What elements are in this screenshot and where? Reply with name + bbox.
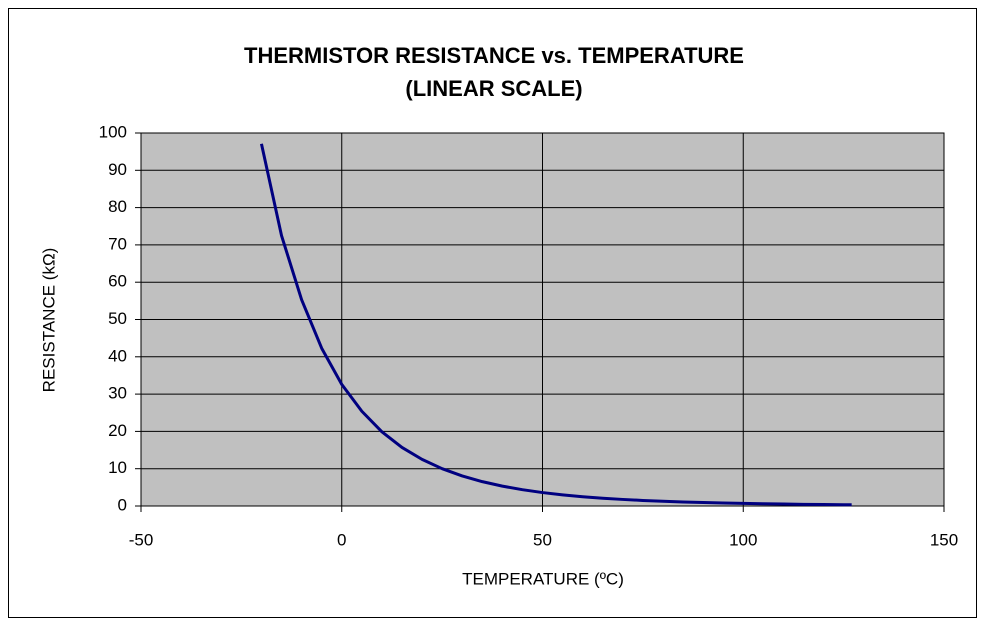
y-tick-label: 80 bbox=[108, 197, 127, 216]
y-tick-label: 60 bbox=[108, 272, 127, 291]
plot-border bbox=[140, 132, 945, 507]
x-tick-label: 0 bbox=[337, 530, 346, 549]
y-tick-label: 90 bbox=[108, 160, 127, 179]
y-tick-label: 70 bbox=[108, 234, 127, 253]
y-tick-label: 100 bbox=[99, 122, 127, 141]
data-line bbox=[259, 143, 852, 507]
x-tick-label: 150 bbox=[930, 530, 958, 549]
chart-subtitle: (LINEAR SCALE) bbox=[405, 76, 582, 101]
y-tick-label: 0 bbox=[118, 495, 127, 514]
chart-title: THERMISTOR RESISTANCE vs. TEMPERATURE bbox=[244, 43, 744, 68]
y-tick-label: 20 bbox=[108, 421, 127, 440]
x-tick-label: 50 bbox=[533, 530, 552, 549]
y-tick-label: 40 bbox=[108, 346, 127, 365]
x-axis-label: TEMPERATURE (ºC) bbox=[462, 569, 624, 588]
x-tick-label: -50 bbox=[129, 530, 154, 549]
y-tick-label: 50 bbox=[108, 309, 127, 328]
y-tick-label: 10 bbox=[108, 458, 127, 477]
y-axis-label: RESISTANCE (kΩ) bbox=[39, 248, 58, 393]
y-tick-label: 30 bbox=[108, 384, 127, 403]
x-tick-label: 100 bbox=[729, 530, 757, 549]
